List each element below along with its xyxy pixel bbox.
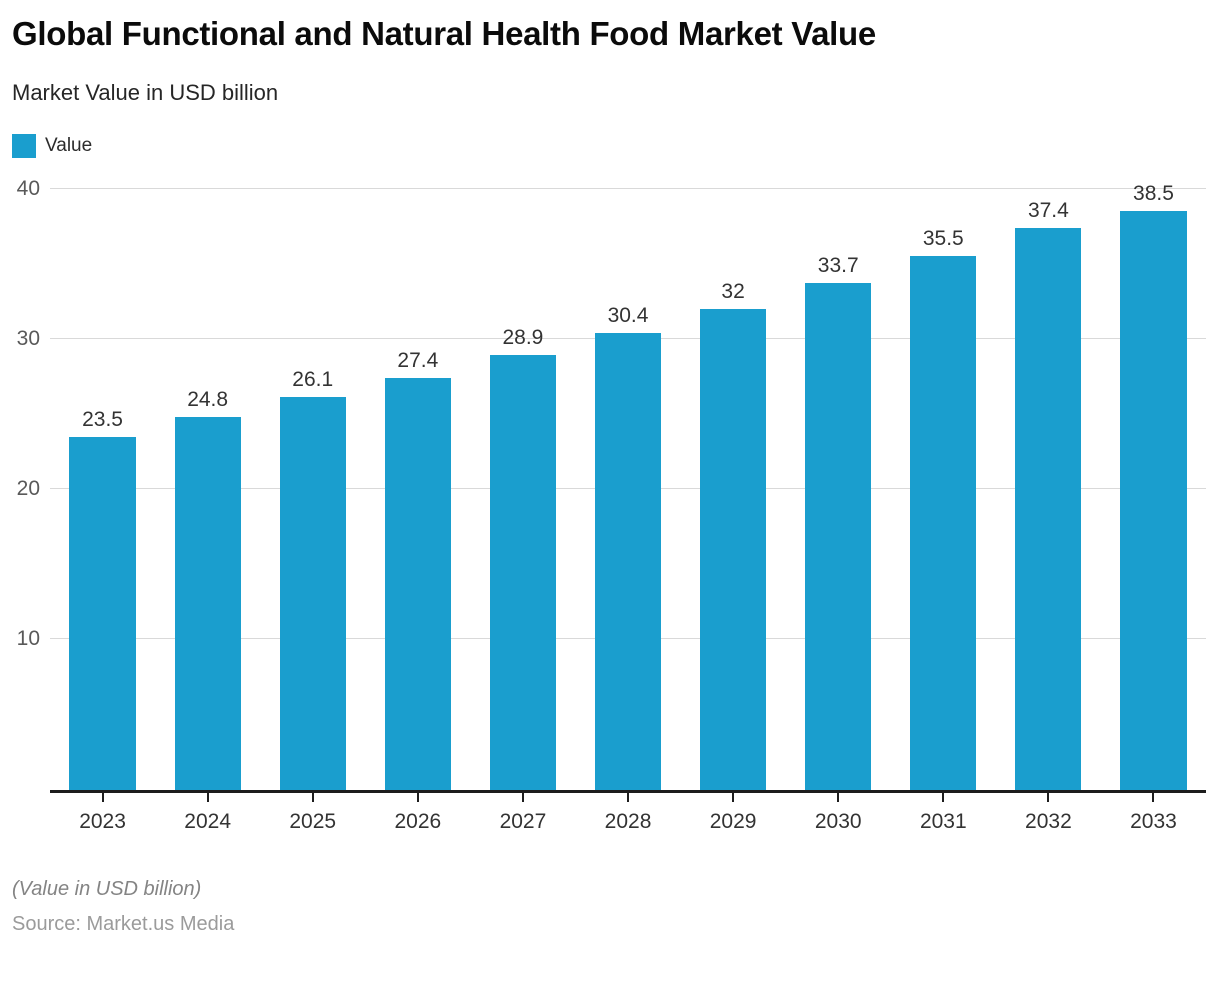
bar-2032 [1015,227,1082,790]
bar-value-label-2026: 27.4 [397,348,439,372]
plot-wrap: 10 20 30 40 23.5 24.8 26.1 27.4 28.9 30.4 32 33.7 35… [17,158,1206,833]
x-label-2029: 2029 [709,809,757,833]
bars-row: 23.5 24.8 26.1 27.4 28.9 30.4 32 33.7 35.5 37.4 38… [50,158,1206,790]
x-label-2027: 2027 [499,809,547,833]
legend-swatch-icon [12,133,36,158]
bar-2026 [384,377,451,790]
bar-value-label-2033: 38.5 [1133,182,1174,206]
chart-title: Global Functional and Natural Health Foo… [12,15,876,52]
y-tick-label-10: 10 [16,627,40,651]
y-tick-label-30: 30 [16,326,40,350]
chart-legend: Value [0,106,1220,158]
x-label-2031: 2031 [919,809,967,833]
x-label-2026: 2026 [394,809,442,833]
bar-2025 [279,397,346,790]
x-tick-2029 [732,792,735,802]
x-slot-2032: 2032 [996,792,1101,833]
x-label-2028: 2028 [604,809,652,833]
x-label-2023: 2023 [79,809,126,833]
bar-2027 [489,355,557,790]
bar-value-label-2030: 33.7 [817,254,859,278]
x-slot-2023: 2023 [50,792,155,833]
bar-2030 [805,283,872,790]
x-slot-2025: 2025 [260,792,365,833]
bar-2028 [594,332,662,790]
bar-slot-2030: 33.7 [786,158,891,790]
bar-slot-2031: 35.5 [891,158,996,790]
x-slot-2026: 2026 [365,792,470,833]
x-tick-2032 [1047,792,1050,802]
x-label-2025: 2025 [289,809,337,833]
x-slot-2028: 2028 [575,792,680,833]
x-slot-2030: 2030 [786,792,891,833]
bar-value-label-2028: 30.4 [607,303,649,327]
x-tick-2031 [942,792,945,802]
y-tick-label-20: 20 [16,477,40,501]
x-axis: 2023 2024 2025 2026 2027 2028 2029 2030 2031 2032… [50,792,1206,833]
bar-slot-2023: 23.5 [50,158,155,790]
legend-label: Value [45,134,93,156]
x-slot-2024: 2024 [155,792,260,833]
x-tick-2033 [1152,792,1155,802]
x-slot-2029: 2029 [681,792,786,833]
y-tick-label-40: 40 [16,176,40,200]
bar-slot-2029: 32 [681,158,786,790]
bar-slot-2024: 24.8 [155,158,260,790]
x-label-2030: 2030 [814,809,862,833]
bar-value-label-2032: 37.4 [1027,198,1069,222]
bar-value-label-2025: 26.1 [292,368,334,392]
bar-2024 [174,416,241,790]
bar-slot-2033: 38.5 [1101,158,1206,790]
bar-value-label-2031: 35.5 [922,227,964,251]
bar-slot-2025: 26.1 [260,158,365,790]
x-tick-2028 [627,792,630,802]
bar-slot-2032: 37.4 [996,158,1101,790]
x-tick-2024 [206,792,209,802]
footer-source: Source: Market.us Media [12,912,235,935]
x-tick-2026 [416,792,419,802]
x-slot-2033: 2033 [1101,792,1206,833]
x-tick-2025 [311,792,314,802]
x-tick-2023 [101,792,104,802]
x-label-2032: 2032 [1025,809,1072,833]
bar-slot-2028: 30.4 [575,158,680,790]
bar-2029 [700,308,767,790]
bar-value-label-2023: 23.5 [82,407,123,431]
footer-note: (Value in USD billion) [12,877,202,900]
bar-2023 [69,436,136,790]
bar-slot-2027: 28.9 [470,158,575,790]
bar-value-label-2027: 28.9 [502,326,544,350]
x-slot-2031: 2031 [891,792,996,833]
bar-value-label-2029: 32 [721,279,745,303]
chart-subtitle: Market Value in USD billion [12,79,279,105]
plot-area: 10 20 30 40 23.5 24.8 26.1 27.4 28.9 30.4 32 33.7 35… [17,158,1206,793]
x-tick-2027 [521,792,524,802]
gridline-y-40 [50,187,1206,189]
x-tick-2030 [837,792,840,802]
bar-value-label-2024: 24.8 [187,387,229,411]
chart-footer: (Value in USD billion) Source: Market.us… [0,832,1220,936]
bar-slot-2026: 27.4 [365,158,470,790]
bar-2033 [1120,211,1187,790]
bar-2031 [910,256,977,790]
x-slot-2027: 2027 [470,792,575,833]
x-label-2024: 2024 [184,809,231,833]
x-label-2033: 2033 [1130,809,1177,833]
